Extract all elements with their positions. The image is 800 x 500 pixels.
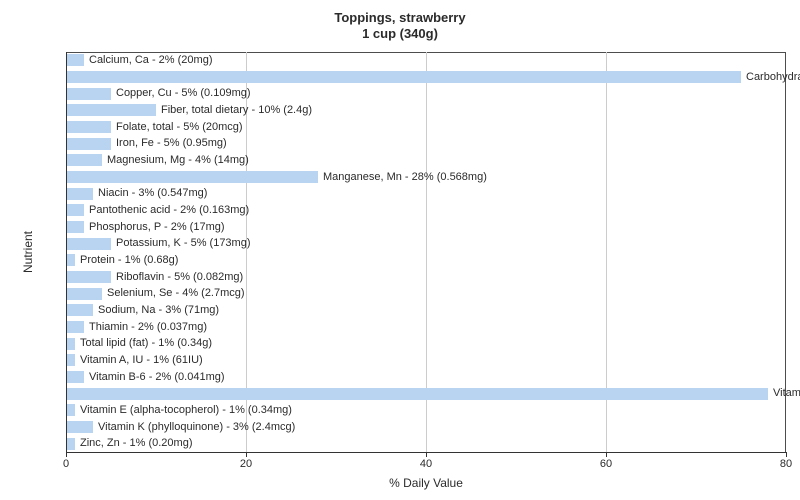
nutrient-bar-label: Pantothenic acid - 2% (0.163mg) xyxy=(89,205,249,216)
nutrient-bar xyxy=(67,238,111,250)
nutrient-bar xyxy=(67,88,111,100)
nutrient-bar-label: Total lipid (fat) - 1% (0.34g) xyxy=(80,338,212,349)
nutrient-bar-label: Magnesium, Mg - 4% (14mg) xyxy=(107,155,249,166)
nutrient-bar-label: Iron, Fe - 5% (0.95mg) xyxy=(116,138,227,149)
nutrient-bar-label: Zinc, Zn - 1% (0.20mg) xyxy=(80,438,192,449)
nutrient-bar xyxy=(67,254,75,266)
nutrient-bar-label: Protein - 1% (0.68g) xyxy=(80,255,178,266)
nutrient-bar-label: Sodium, Na - 3% (71mg) xyxy=(98,305,219,316)
nutrient-bar-label: Manganese, Mn - 28% (0.568mg) xyxy=(323,172,487,183)
chart-title-block: Toppings, strawberry 1 cup (340g) xyxy=(0,10,800,43)
nutrient-bar xyxy=(67,154,102,166)
nutrient-bar-label: Selenium, Se - 4% (2.7mcg) xyxy=(107,288,245,299)
nutrient-bar xyxy=(67,104,156,116)
x-axis-label: % Daily Value xyxy=(389,476,463,490)
y-axis-label: Nutrient xyxy=(21,231,35,273)
x-tick-label: 80 xyxy=(780,458,792,470)
nutrient-bar xyxy=(67,338,75,350)
nutrient-bar xyxy=(67,171,318,183)
x-tick-label: 60 xyxy=(600,458,612,470)
nutrient-bar xyxy=(67,404,75,416)
nutrient-bar-label: Vitamin E (alpha-tocopherol) - 1% (0.34m… xyxy=(80,405,292,416)
nutrient-bar xyxy=(67,438,75,450)
nutrient-bar-label: Riboflavin - 5% (0.082mg) xyxy=(116,272,243,283)
nutrient-bar-label: Potassium, K - 5% (173mg) xyxy=(116,238,251,249)
nutrient-bar-label: Vitamin C, total ascorbic acid - 78% (46… xyxy=(773,388,800,399)
nutrient-bar-label: Thiamin - 2% (0.037mg) xyxy=(89,322,207,333)
x-tick-label: 0 xyxy=(63,458,69,470)
nutrient-bar xyxy=(67,138,111,150)
nutrient-bar xyxy=(67,188,93,200)
nutrient-bar xyxy=(67,288,102,300)
nutrient-bar xyxy=(67,204,84,216)
x-tick xyxy=(786,452,787,457)
nutrient-bar-label: Vitamin B-6 - 2% (0.041mg) xyxy=(89,372,225,383)
nutrient-bar-label: Vitamin A, IU - 1% (61IU) xyxy=(80,355,203,366)
nutrient-bar xyxy=(67,388,768,400)
nutrient-bar xyxy=(67,354,75,366)
chart-title-line2: 1 cup (340g) xyxy=(0,26,800,42)
nutrient-bar xyxy=(67,321,84,333)
x-tick-label: 40 xyxy=(420,458,432,470)
nutrient-bar xyxy=(67,371,84,383)
nutrient-bar-label: Folate, total - 5% (20mcg) xyxy=(116,122,243,133)
nutrient-bar xyxy=(67,271,111,283)
nutrient-bar-chart: Toppings, strawberry 1 cup (340g) Nutrie… xyxy=(0,0,800,500)
nutrient-bar-label: Carbohydrates - 75% (225.42g) xyxy=(746,72,800,83)
nutrient-bar-label: Calcium, Ca - 2% (20mg) xyxy=(89,55,212,66)
nutrient-bar xyxy=(67,54,84,66)
nutrient-bar-label: Vitamin K (phylloquinone) - 3% (2.4mcg) xyxy=(98,422,295,433)
chart-title-line1: Toppings, strawberry xyxy=(0,10,800,26)
x-axis-line xyxy=(66,452,786,453)
nutrient-bar xyxy=(67,304,93,316)
nutrient-bar-label: Phosphorus, P - 2% (17mg) xyxy=(89,222,225,233)
nutrient-bar xyxy=(67,221,84,233)
nutrient-bar-label: Fiber, total dietary - 10% (2.4g) xyxy=(161,105,312,116)
nutrient-bar-label: Copper, Cu - 5% (0.109mg) xyxy=(116,88,251,99)
nutrient-bar xyxy=(67,121,111,133)
nutrient-bar xyxy=(67,421,93,433)
x-tick-label: 20 xyxy=(240,458,252,470)
nutrient-bar-label: Niacin - 3% (0.547mg) xyxy=(98,188,207,199)
nutrient-bar xyxy=(67,71,741,83)
